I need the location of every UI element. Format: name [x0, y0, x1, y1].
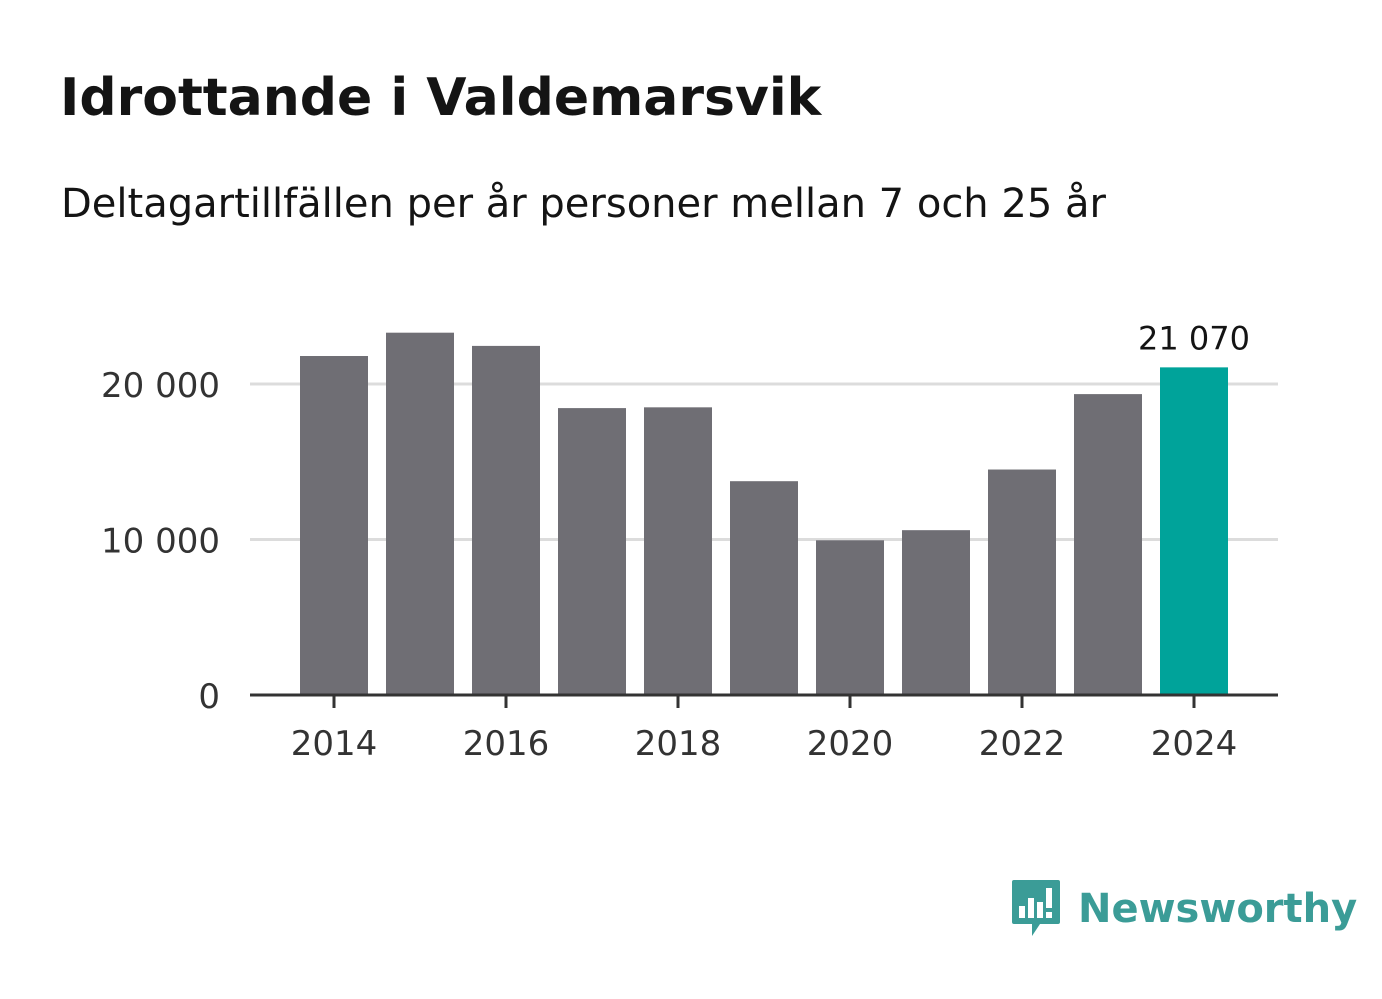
- bar-2022: [988, 469, 1056, 695]
- axis-labels: 0 10 000 20 000 21 070 2014 2016 2018 2020 2022 2…: [101, 319, 1250, 764]
- bar-2024: [1160, 367, 1228, 695]
- x-tick-label-2020: 2020: [807, 724, 894, 764]
- bar-2016: [472, 345, 540, 695]
- bar-2019: [730, 481, 798, 695]
- y-tick-label: 0: [198, 677, 220, 717]
- bar-2017: [558, 408, 626, 695]
- data-label-2024: 21 070: [1138, 319, 1250, 357]
- x-tick-label-2018: 2018: [635, 724, 722, 764]
- y-tick-label: 20 000: [101, 366, 220, 406]
- y-tick-label: 10 000: [101, 522, 220, 562]
- bar-2021: [902, 530, 970, 695]
- bar-2015: [386, 332, 454, 695]
- x-tick-label-2016: 2016: [463, 724, 550, 764]
- bar-2023: [1074, 394, 1142, 695]
- chart-title: Idrottande i Valdemarsvik: [60, 68, 822, 128]
- brand-name: Newsworthy: [1078, 886, 1358, 932]
- bars: [300, 332, 1228, 695]
- x-tick-label-2014: 2014: [291, 724, 378, 764]
- x-axis: [250, 693, 1278, 708]
- x-tick-label-2024: 2024: [1151, 724, 1238, 764]
- x-tick-label-2022: 2022: [979, 724, 1066, 764]
- brand-logo: Newsworthy: [1010, 878, 1357, 940]
- bar-2018: [644, 407, 712, 695]
- bar-2014: [300, 356, 368, 695]
- newsworthy-logo-icon: [1012, 880, 1060, 936]
- bar-2020: [816, 540, 884, 695]
- chart-subtitle: Deltagartillfällen per år personer mella…: [61, 181, 1106, 227]
